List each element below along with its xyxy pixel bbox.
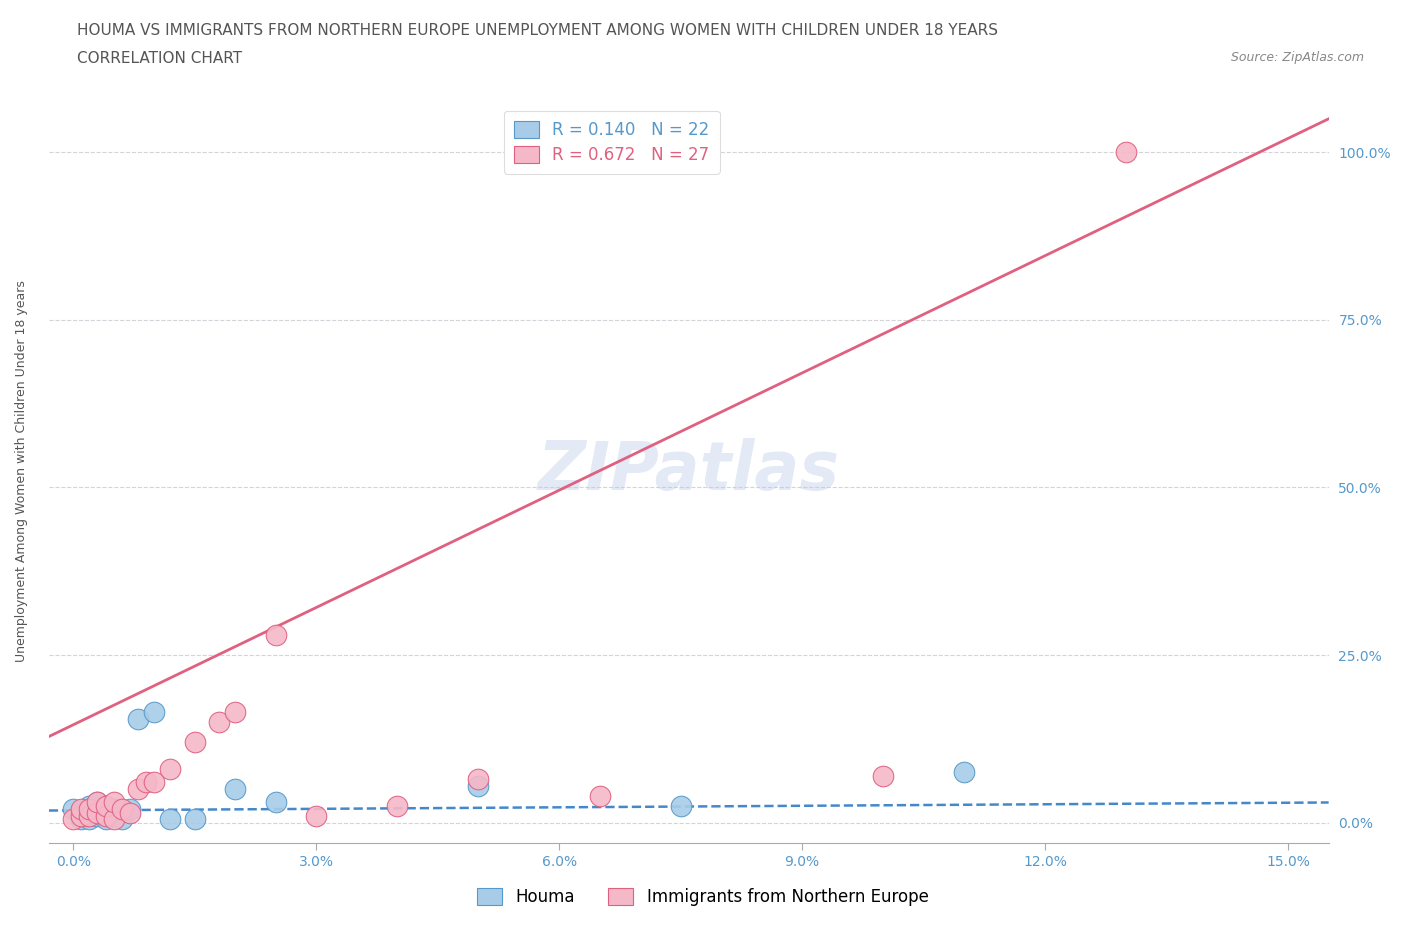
- Point: [79, 808, 101, 823]
- Point: [264, 795, 287, 810]
- Point: [103, 812, 125, 827]
- Point: [127, 781, 149, 796]
- Point: [143, 775, 166, 790]
- Point: [385, 798, 408, 813]
- Point: [94, 812, 117, 827]
- Point: [70, 805, 93, 820]
- Point: [224, 781, 246, 796]
- Text: HOUMA VS IMMIGRANTS FROM NORTHERN EUROPE UNEMPLOYMENT AMONG WOMEN WITH CHILDREN : HOUMA VS IMMIGRANTS FROM NORTHERN EUROPE…: [77, 23, 998, 38]
- Point: [111, 802, 134, 817]
- Point: [135, 775, 157, 790]
- Point: [669, 798, 692, 813]
- Point: [86, 795, 108, 810]
- Point: [79, 798, 101, 813]
- Legend: Houma, Immigrants from Northern Europe: Houma, Immigrants from Northern Europe: [471, 881, 935, 912]
- Point: [159, 762, 181, 777]
- Point: [118, 805, 141, 820]
- Point: [70, 802, 93, 817]
- Legend: R = 0.140   N = 22, R = 0.672   N = 27: R = 0.140 N = 22, R = 0.672 N = 27: [505, 111, 720, 174]
- Point: [183, 812, 205, 827]
- Point: [159, 812, 181, 827]
- Point: [264, 628, 287, 643]
- Point: [70, 808, 93, 823]
- Point: [467, 778, 489, 793]
- Point: [94, 798, 117, 813]
- Point: [94, 808, 117, 823]
- Point: [1115, 145, 1137, 160]
- Text: ZIPatlas: ZIPatlas: [537, 438, 839, 504]
- Point: [111, 812, 134, 827]
- Point: [103, 795, 125, 810]
- Point: [224, 705, 246, 720]
- Point: [86, 795, 108, 810]
- Point: [70, 812, 93, 827]
- Point: [118, 802, 141, 817]
- Y-axis label: Unemployment Among Women with Children Under 18 years: Unemployment Among Women with Children U…: [15, 280, 28, 661]
- Point: [103, 802, 125, 817]
- Point: [103, 808, 125, 823]
- Text: Source: ZipAtlas.com: Source: ZipAtlas.com: [1230, 51, 1364, 64]
- Point: [62, 802, 84, 817]
- Point: [79, 812, 101, 827]
- Point: [127, 711, 149, 726]
- Point: [86, 805, 108, 820]
- Point: [588, 789, 610, 804]
- Point: [467, 772, 489, 787]
- Point: [872, 768, 894, 783]
- Point: [143, 705, 166, 720]
- Point: [183, 735, 205, 750]
- Point: [305, 808, 328, 823]
- Point: [79, 808, 101, 823]
- Text: CORRELATION CHART: CORRELATION CHART: [77, 51, 242, 66]
- Point: [86, 808, 108, 823]
- Point: [62, 812, 84, 827]
- Point: [953, 764, 976, 779]
- Point: [208, 714, 231, 729]
- Point: [79, 802, 101, 817]
